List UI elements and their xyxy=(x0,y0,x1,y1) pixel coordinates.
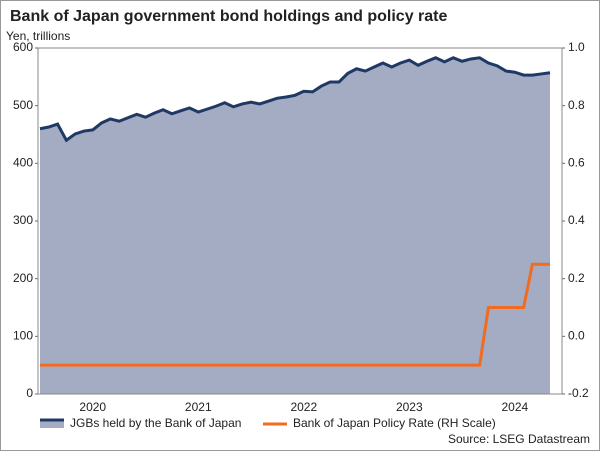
y2-tick-label: 0.2 xyxy=(568,271,585,285)
y-tick-label: 0 xyxy=(26,386,33,400)
y2-tick-label: 1.0 xyxy=(568,40,585,54)
area xyxy=(40,57,550,394)
line xyxy=(40,262,550,367)
legend-label: Bank of Japan Policy Rate (RH Scale) xyxy=(293,416,496,430)
x-tick-label: 2023 xyxy=(396,400,423,414)
y-tick-label: 500 xyxy=(13,98,33,112)
legend-swatch xyxy=(40,420,64,428)
y2-tick-label: -0.2 xyxy=(568,386,589,400)
y2-tick-label: 0.8 xyxy=(568,98,585,112)
x-tick-label: 2024 xyxy=(501,400,528,414)
y-tick-label: 400 xyxy=(13,156,33,170)
y-tick-label: 600 xyxy=(13,40,33,54)
y-tick-label: 200 xyxy=(13,271,33,285)
x-tick-label: 2021 xyxy=(185,400,212,414)
source: Source: LSEG Datastream xyxy=(448,432,590,446)
x-tick-label: 2022 xyxy=(290,400,317,414)
x-tick-label: 2020 xyxy=(79,400,106,414)
y-tick-label: 300 xyxy=(13,213,33,227)
y2-tick-label: 0.4 xyxy=(568,213,585,227)
legend-label: JGBs held by the Bank of Japan xyxy=(70,416,241,430)
y2-tick-label: 0.0 xyxy=(568,329,585,343)
y-tick-label: 100 xyxy=(13,329,33,343)
chart-title: Bank of Japan government bond holdings a… xyxy=(10,8,447,25)
y-axis-label: Yen, trillions xyxy=(6,29,70,43)
plot-border xyxy=(37,47,563,395)
y2-tick-label: 0.6 xyxy=(568,156,585,170)
area-line xyxy=(39,56,551,143)
